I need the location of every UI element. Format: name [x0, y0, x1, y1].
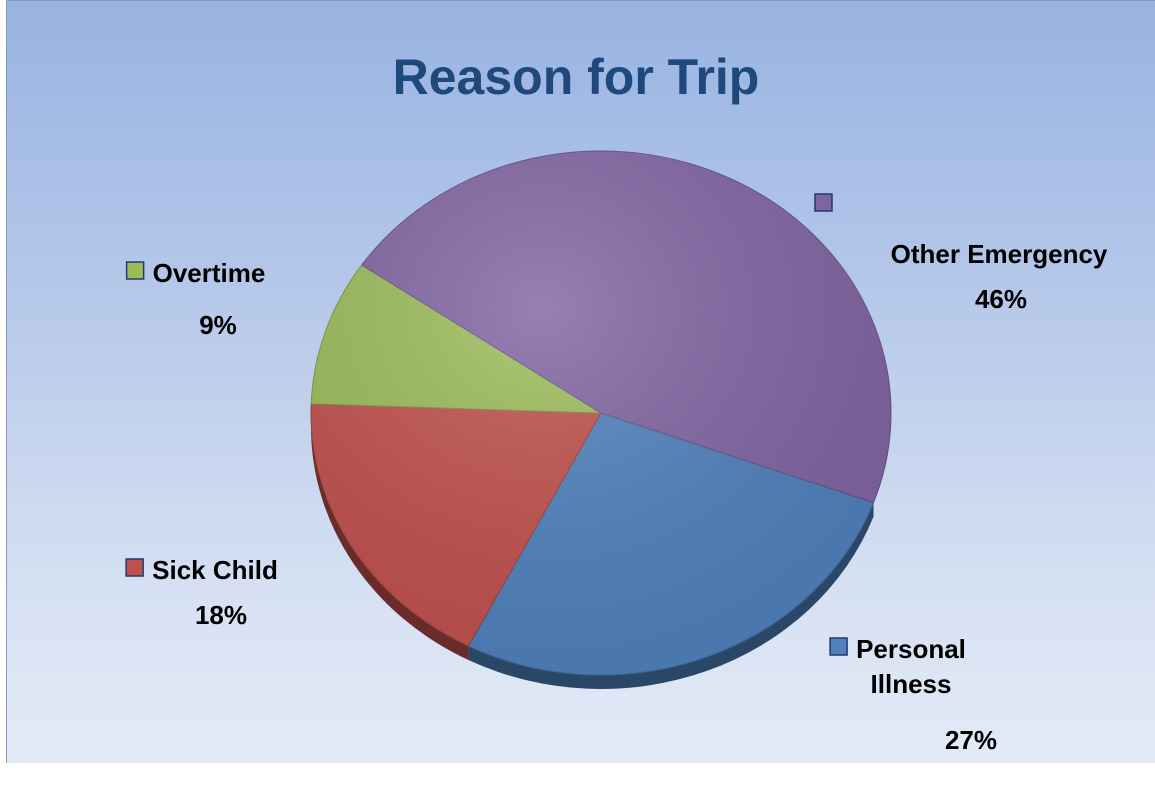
pie-chart: Reason for Trip Personal Illness 27% Sick C…	[125, 49, 1108, 755]
data-label-overtime: Overtime 9%	[125, 258, 266, 340]
legend-key-overtime	[125, 261, 145, 280]
data-label-name-personal-illness: Personal	[856, 634, 966, 664]
chart-title: Reason for Trip	[393, 49, 760, 105]
pie-group	[310, 150, 892, 689]
chart-area: Reason for Trip Personal Illness 27% Sick C…	[6, 0, 1155, 763]
data-label-name-personal-illness: Illness	[871, 669, 952, 699]
data-label-other-emergency: Other Emergency 46%	[814, 193, 1108, 314]
legend-key-other-emergency	[814, 193, 833, 212]
data-label-value-overtime: 9%	[199, 310, 237, 340]
label-group: Personal Illness 27% Sick Child 18% Overtime 9…	[125, 193, 1108, 755]
data-label-value-other-emergency: 46%	[975, 284, 1027, 314]
pie-side-personal-illness	[468, 502, 874, 689]
pie-side-sick-child	[311, 413, 469, 661]
data-label-name-overtime: Overtime	[153, 258, 266, 288]
data-label-value-personal-illness: 27%	[945, 725, 997, 755]
pie-highlight	[311, 151, 891, 675]
legend-key-personal-illness	[829, 637, 848, 656]
data-label-name-other-emergency: Other Emergency	[891, 239, 1108, 269]
data-label-value-sick-child: 18%	[195, 600, 247, 630]
data-label-sick-child: Sick Child 18%	[125, 555, 278, 630]
data-label-personal-illness: Personal Illness 27%	[829, 634, 997, 755]
legend-key-sick-child	[125, 558, 144, 577]
data-label-name-sick-child: Sick Child	[152, 555, 278, 585]
